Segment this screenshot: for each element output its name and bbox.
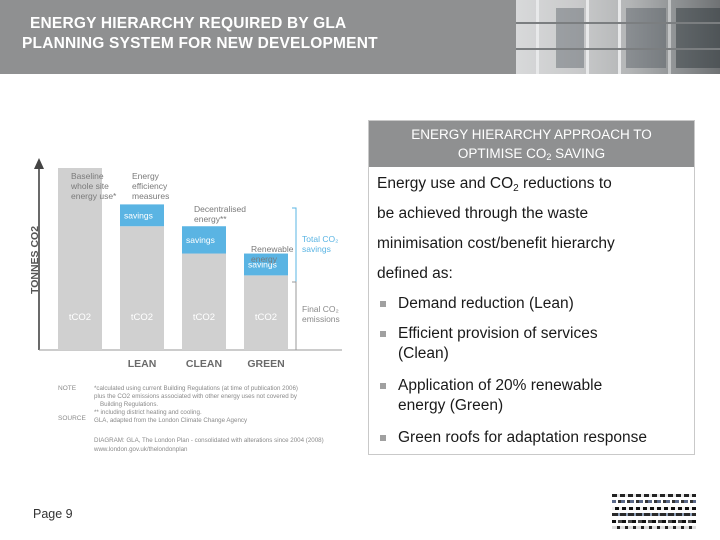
co2-bar bbox=[182, 253, 226, 350]
diagram-source-text: DIAGRAM: GLA, The London Plan - consolid… bbox=[94, 437, 324, 444]
savings-label: savings bbox=[124, 210, 153, 220]
savings-bar bbox=[244, 253, 288, 276]
column-top-label: Decentralised energy** bbox=[194, 204, 246, 224]
savings-label: savings bbox=[248, 259, 277, 269]
footer-photo-thumbnail bbox=[612, 490, 696, 532]
energy-hierarchy-info-box: ENERGY HIERARCHY APPROACH TO OPTIMISE CO… bbox=[368, 120, 695, 455]
info-heading-line2: OPTIMISE CO2 SAVING bbox=[457, 146, 606, 162]
bullet-demand-reduction: Demand reduction (Lean) bbox=[377, 294, 692, 314]
y-axis-label: TONNES CO2 bbox=[29, 226, 41, 294]
info-box-body: Energy use and CO2 reductions to be achi… bbox=[377, 169, 692, 289]
bullet-green-roofs: Green roofs for adaptation response bbox=[377, 428, 692, 448]
bullet-efficient-services: Efficient provision of services (Clean) bbox=[377, 324, 692, 364]
column-top-label: Energy efficiency measures bbox=[132, 171, 169, 201]
bar-co2-label: tCO2 bbox=[131, 312, 153, 323]
emissions-bracket bbox=[292, 281, 297, 351]
column-top-label: Renewable energy bbox=[251, 244, 294, 264]
bar-co2-label: tCO2 bbox=[255, 312, 277, 323]
energy-hierarchy-chart: TONNES CO2 tCO2 tCO2 savings tCO2 savings tCO… bbox=[29, 158, 342, 453]
note-text: GLA, adapted from the London Climate Cha… bbox=[94, 417, 248, 424]
page-number: Page 9 bbox=[33, 507, 73, 521]
info-heading-line1: ENERGY HIERARCHY APPROACH TO bbox=[411, 127, 652, 142]
header-bar: ENERGY HIERARCHY REQUIRED BY GLA PLANNIN… bbox=[0, 0, 720, 74]
category-label: CLEAN bbox=[186, 358, 222, 370]
category-label: GREEN bbox=[247, 358, 284, 370]
y-axis-arrow-icon bbox=[34, 158, 44, 169]
body-line: be achieved through the waste bbox=[377, 205, 589, 222]
body-line: defined as: bbox=[377, 265, 453, 282]
savings-bar bbox=[120, 204, 164, 227]
body-line: Energy use and CO2 reductions to bbox=[377, 175, 612, 194]
slide-title-line2: PLANNING SYSTEM FOR NEW DEVELOPMENT bbox=[22, 35, 378, 52]
savings-bar bbox=[182, 226, 226, 254]
note-text: ** including district heating and coolin… bbox=[94, 409, 202, 416]
total-savings-annotation: Total CO₂ savings bbox=[302, 234, 338, 254]
note-text: plus the CO2 emissions associated with o… bbox=[94, 393, 298, 400]
building-photo bbox=[516, 0, 720, 74]
column-top-label: Baseline whole site energy use* bbox=[70, 171, 117, 201]
bar-co2-label: tCO2 bbox=[193, 312, 215, 323]
category-label: LEAN bbox=[128, 358, 157, 370]
slide-title: ENERGY HIERARCHY REQUIRED BY GLA PLANNIN… bbox=[22, 14, 442, 54]
diagram-url-text: www.london.gov.uk/thelondonplan bbox=[93, 446, 188, 453]
note-text: *calculated using current Building Regul… bbox=[94, 385, 298, 392]
note-text: Building Regulations. bbox=[100, 401, 158, 408]
body-line: minimisation cost/benefit hierarchy bbox=[377, 235, 615, 252]
source-label: SOURCE bbox=[58, 415, 86, 422]
note-label: NOTE bbox=[58, 385, 77, 392]
bar-co2-label: tCO2 bbox=[69, 312, 91, 323]
final-emissions-annotation: Final CO₂ emissions bbox=[302, 304, 340, 324]
co2-bar bbox=[120, 226, 164, 350]
slide-title-line1: ENERGY HIERARCHY REQUIRED BY GLA bbox=[30, 15, 347, 32]
co2-bar bbox=[58, 168, 102, 350]
info-box-heading: ENERGY HIERARCHY APPROACH TO OPTIMISE CO… bbox=[369, 121, 694, 167]
co2-bar bbox=[244, 275, 288, 350]
savings-label: savings bbox=[186, 235, 215, 245]
bullet-renewable-energy: Application of 20% renewable energy (Gre… bbox=[377, 376, 692, 416]
